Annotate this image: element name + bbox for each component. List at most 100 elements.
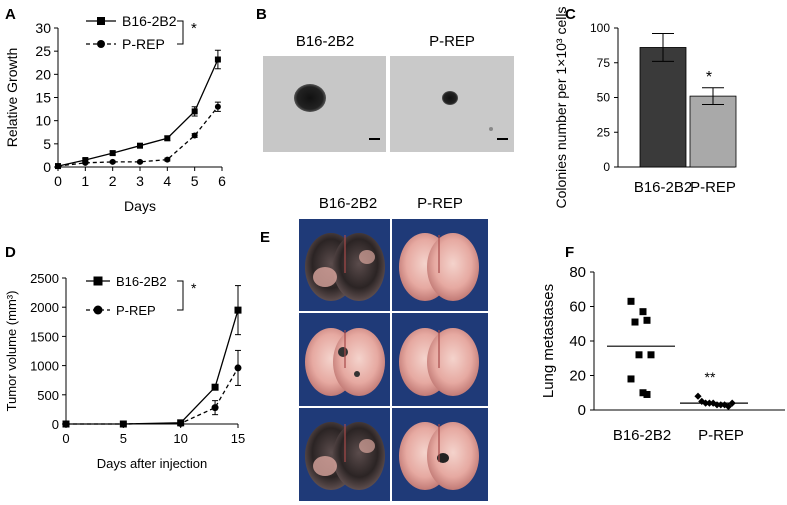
panel-letter-f: F xyxy=(565,244,574,261)
data-point xyxy=(191,132,198,139)
colony-prep xyxy=(442,91,458,105)
y-axis-label: Colonies number per 1×10³ cells xyxy=(553,7,569,209)
data-point xyxy=(82,159,89,166)
significance-label: ** xyxy=(705,369,716,385)
data-point xyxy=(627,375,635,383)
data-point xyxy=(191,108,198,115)
y-tick-label: 25 xyxy=(597,125,611,139)
y-tick-label: 25 xyxy=(35,43,51,59)
y-axis-label: Relative Growth xyxy=(4,48,20,148)
y-tick-label: 2500 xyxy=(30,271,59,286)
legend-label: B16-2B2 xyxy=(122,13,177,29)
legend-marker xyxy=(93,305,103,315)
x-tick-label: 0 xyxy=(54,173,62,189)
data-point xyxy=(234,364,242,372)
lung-right-lobe xyxy=(427,328,479,396)
colony-b16 xyxy=(294,84,326,112)
significance-label: * xyxy=(706,69,712,86)
x-tick-label: 0 xyxy=(62,431,69,446)
data-point xyxy=(627,297,635,305)
panel-letter-d: D xyxy=(5,244,16,261)
data-point xyxy=(713,401,721,409)
panel-b-label-prep: P-REP xyxy=(429,33,475,50)
x-tick-label: 2 xyxy=(109,173,117,189)
significance-label: * xyxy=(191,20,197,37)
y-tick-label: 1500 xyxy=(30,329,59,344)
y-tick-label: 50 xyxy=(597,91,611,105)
x-tick-label: 4 xyxy=(163,173,171,189)
x-category-label: B16-2B2 xyxy=(613,427,671,444)
lung-right-lobe xyxy=(427,422,479,490)
data-point xyxy=(211,404,219,412)
lung-tissue-patch xyxy=(359,250,375,264)
lung-right-lobe xyxy=(333,233,385,301)
data-point xyxy=(635,351,643,359)
data-point xyxy=(119,420,127,428)
data-point xyxy=(717,401,725,409)
data-point xyxy=(214,56,221,63)
data-point xyxy=(694,392,702,400)
panel-b-colony-images: B16-2B2 P-REP xyxy=(263,33,514,152)
colony-image-b16 xyxy=(263,56,386,152)
y-tick-label: 0 xyxy=(578,402,586,419)
panel-a-growth-chart: 0 5 10 15 20 25 30 0 1 2 3 4 5 6 Days Relative Growth B1… xyxy=(4,13,226,214)
data-point xyxy=(55,163,61,170)
data-point xyxy=(137,142,143,149)
data-point xyxy=(631,318,639,326)
y-tick-label: 0 xyxy=(603,160,610,174)
x-axis-label: Days xyxy=(124,198,156,214)
x-tick-label: 1 xyxy=(81,173,89,189)
panel-b-label-b16: B16-2B2 xyxy=(296,33,354,50)
y-tick-label: 5 xyxy=(43,136,51,152)
data-point xyxy=(639,389,647,397)
panel-d-tumor-volume-chart: 0 500 1000 1500 2000 2500 0 5 10 15 Days after inj… xyxy=(4,271,245,471)
y-tick-label: 15 xyxy=(35,90,51,106)
data-point xyxy=(164,135,171,142)
significance-bracket xyxy=(177,20,184,45)
y-tick-label: 2000 xyxy=(30,300,59,315)
data-point xyxy=(643,390,651,398)
panel-letter-c: C xyxy=(565,6,576,23)
bar xyxy=(689,95,737,168)
significance-bracket xyxy=(177,280,184,311)
x-category-label: P-REP xyxy=(698,427,744,444)
x-tick-label: 5 xyxy=(191,173,199,189)
significance-label: * xyxy=(191,280,197,296)
data-point xyxy=(164,156,171,163)
panel-letter-e: E xyxy=(260,229,270,246)
x-axis-label: Days after injection xyxy=(97,456,208,471)
data-point xyxy=(643,316,651,324)
legend-marker xyxy=(97,40,105,48)
y-tick-label: 30 xyxy=(35,20,51,36)
lung-tissue-patch xyxy=(359,439,375,453)
panel-e-lung-images: B16-2B2 P-REP xyxy=(299,195,488,501)
data-point xyxy=(721,401,729,409)
y-tick-label: 10 xyxy=(35,113,51,129)
panel-f-metastases-scatter: 0 20 40 60 80 Lung metastases B16-2B2 P-REP ** xyxy=(540,264,785,444)
legend-marker xyxy=(93,276,103,286)
legend-label: P-REP xyxy=(116,303,156,318)
x-tick-label: 6 xyxy=(218,173,226,189)
y-tick-label: 20 xyxy=(35,66,51,82)
panel-letter-b: B xyxy=(256,6,267,23)
legend-marker xyxy=(97,17,105,25)
metastasis-spot xyxy=(354,371,360,377)
data-point xyxy=(211,383,219,391)
x-tick-label: 5 xyxy=(120,431,127,446)
legend-label: P-REP xyxy=(122,36,165,52)
y-tick-label: 40 xyxy=(569,333,586,350)
data-point xyxy=(109,150,116,157)
data-point xyxy=(647,351,655,359)
data-point xyxy=(177,419,185,427)
metastasis-spot xyxy=(338,347,348,357)
data-point xyxy=(724,402,732,411)
y-tick-label: 0 xyxy=(52,417,59,432)
data-point xyxy=(639,308,647,316)
y-tick-label: 0 xyxy=(43,159,51,175)
x-tick-label: 15 xyxy=(231,431,245,446)
y-tick-label: 100 xyxy=(590,21,610,35)
lung-right-lobe xyxy=(333,422,385,490)
panel-e-label-prep: P-REP xyxy=(417,195,463,212)
